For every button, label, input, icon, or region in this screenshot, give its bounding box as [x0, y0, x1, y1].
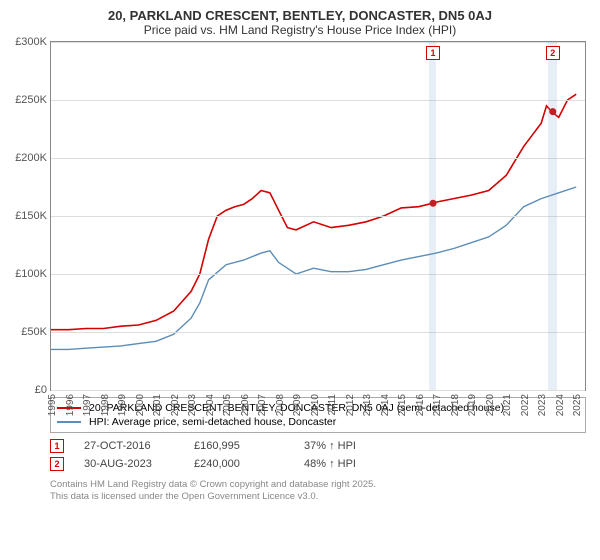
- x-axis-label: 2019: [467, 394, 478, 416]
- legend-label: HPI: Average price, semi-detached house,…: [89, 416, 336, 428]
- x-axis-label: 2000: [135, 394, 146, 416]
- sale-period-band: [548, 42, 557, 390]
- marker-pct: 37% ↑ HPI: [304, 440, 394, 452]
- y-axis-label: £200K: [15, 152, 47, 164]
- chart-title-line1: 20, PARKLAND CRESCENT, BENTLEY, DONCASTE…: [0, 0, 600, 23]
- x-axis-label: 2001: [152, 394, 163, 416]
- y-gridline: [51, 390, 585, 391]
- x-axis-label: 1998: [100, 394, 111, 416]
- x-axis-label: 2021: [502, 394, 513, 416]
- x-axis-label: 2018: [450, 394, 461, 416]
- x-axis-label: 2010: [310, 394, 321, 416]
- y-axis-label: £0: [35, 384, 47, 396]
- marker-table-row: 2 30-AUG-2023 £240,000 48% ↑ HPI: [50, 455, 586, 473]
- sale-markers-table: 1 27-OCT-2016 £160,995 37% ↑ HPI 2 30-AUG-202…: [50, 437, 586, 473]
- x-axis-label: 2014: [380, 394, 391, 416]
- footer-line2: This data is licensed under the Open Gov…: [50, 491, 586, 503]
- x-axis-label: 2024: [555, 394, 566, 416]
- x-axis-label: 1997: [82, 394, 93, 416]
- marker-price: £240,000: [194, 458, 284, 470]
- x-axis-label: 2005: [222, 394, 233, 416]
- marker-pct: 48% ↑ HPI: [304, 458, 394, 470]
- x-axis-label: 2025: [572, 394, 583, 416]
- sale-marker-flag: 1: [426, 46, 440, 60]
- x-axis-label: 2015: [397, 394, 408, 416]
- x-axis-label: 2020: [485, 394, 496, 416]
- x-axis-label: 2003: [187, 394, 198, 416]
- x-axis-label: 2012: [345, 394, 356, 416]
- y-axis-label: £50K: [21, 326, 47, 338]
- x-axis-label: 2022: [520, 394, 531, 416]
- x-axis-label: 1999: [117, 394, 128, 416]
- y-axis-label: £100K: [15, 268, 47, 280]
- y-gridline: [51, 332, 585, 333]
- x-axis-label: 2007: [257, 394, 268, 416]
- marker-date: 30-AUG-2023: [84, 458, 174, 470]
- marker-price: £160,995: [194, 440, 284, 452]
- marker-date: 27-OCT-2016: [84, 440, 174, 452]
- footer-line1: Contains HM Land Registry data © Crown c…: [50, 479, 586, 491]
- y-axis-label: £150K: [15, 210, 47, 222]
- marker-table-row: 1 27-OCT-2016 £160,995 37% ↑ HPI: [50, 437, 586, 455]
- x-axis-label: 2006: [240, 394, 251, 416]
- x-axis-label: 2002: [170, 394, 181, 416]
- x-axis-label: 2011: [327, 394, 338, 416]
- y-axis-label: £250K: [15, 94, 47, 106]
- chart-title-line2: Price paid vs. HM Land Registry's House …: [0, 23, 600, 41]
- marker-id-box: 1: [50, 439, 64, 453]
- x-axis-label: 2017: [432, 394, 443, 416]
- footer-attribution: Contains HM Land Registry data © Crown c…: [50, 479, 586, 504]
- y-gridline: [51, 100, 585, 101]
- y-gridline: [51, 274, 585, 275]
- x-axis-label: 2009: [292, 394, 303, 416]
- x-axis-label: 2004: [205, 394, 216, 416]
- x-axis-label: 2013: [362, 394, 373, 416]
- chart-plot-area: £0£50K£100K£150K£200K£250K£300K199519961…: [50, 41, 586, 391]
- legend-row: HPI: Average price, semi-detached house,…: [57, 415, 579, 429]
- x-axis-label: 2008: [275, 394, 286, 416]
- sale-period-band: [429, 42, 436, 390]
- x-axis-label: 1995: [47, 394, 58, 416]
- legend-swatch: [57, 421, 81, 423]
- x-axis-label: 2023: [537, 394, 548, 416]
- y-gridline: [51, 216, 585, 217]
- sale-marker-flag: 2: [546, 46, 560, 60]
- y-axis-label: £300K: [15, 36, 47, 48]
- marker-id-box: 2: [50, 457, 64, 471]
- y-gridline: [51, 158, 585, 159]
- x-axis-label: 1996: [65, 394, 76, 416]
- x-axis-label: 2016: [415, 394, 426, 416]
- series-line: [51, 94, 576, 330]
- y-gridline: [51, 42, 585, 43]
